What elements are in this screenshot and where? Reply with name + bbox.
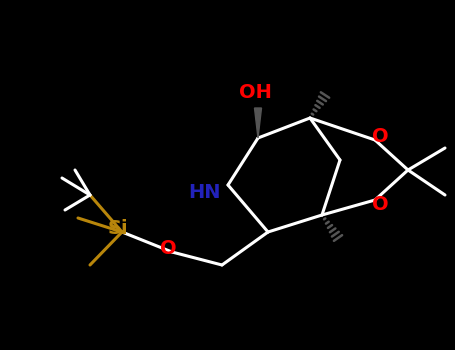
Text: Si: Si <box>108 218 128 238</box>
Text: HN: HN <box>189 182 221 202</box>
Text: O: O <box>372 195 388 214</box>
Text: O: O <box>372 126 388 146</box>
Text: O: O <box>160 238 177 258</box>
Polygon shape <box>254 108 262 138</box>
Text: OH: OH <box>238 83 272 102</box>
